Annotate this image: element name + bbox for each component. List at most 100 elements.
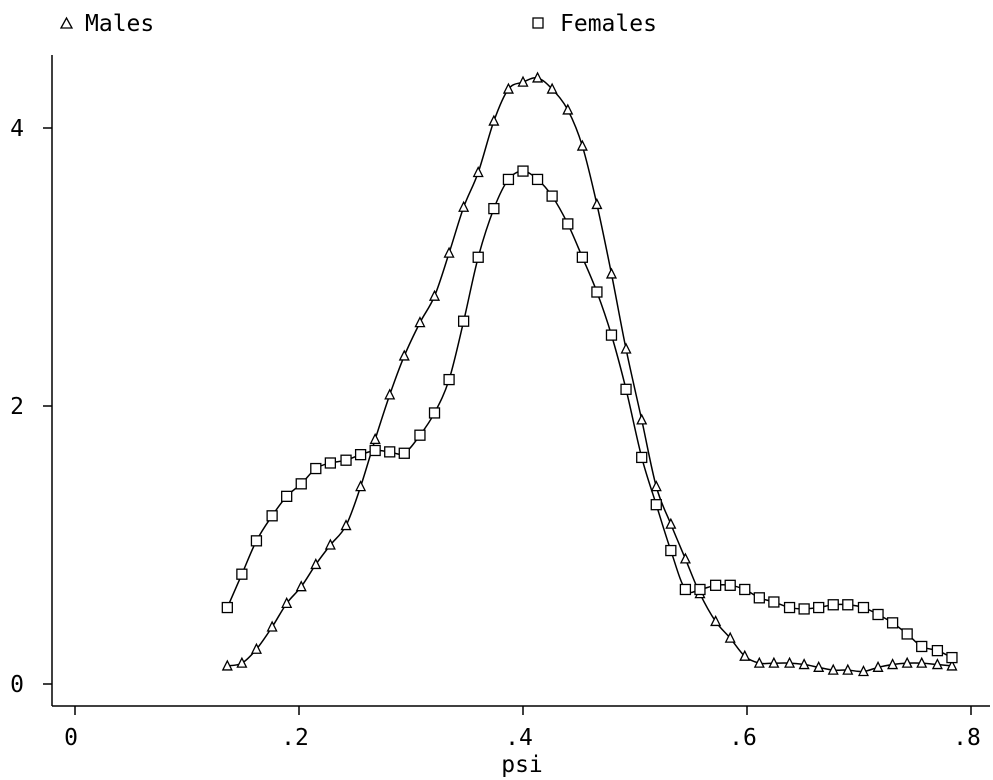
point-females-23: [562, 218, 574, 230]
point-females-15: [443, 373, 455, 386]
point-females-45: [886, 617, 899, 629]
point-males-41: [827, 663, 839, 675]
point-females-47: [916, 640, 928, 653]
y-tick-label-0: 0: [10, 672, 24, 698]
point-females-18: [488, 202, 500, 215]
point-females-38: [783, 601, 796, 614]
point-females-27: [620, 383, 632, 395]
point-males-25: [591, 197, 603, 210]
point-males-0: [221, 659, 233, 671]
point-males-31: [679, 552, 691, 564]
point-females-40: [813, 601, 825, 614]
point-females-33: [709, 579, 722, 591]
x-tick-label-4: .8: [953, 725, 981, 751]
point-females-26: [605, 329, 618, 341]
point-males-28: [636, 413, 648, 425]
point-females-30: [665, 544, 677, 557]
point-males-43: [857, 665, 870, 677]
point-males-1: [236, 656, 248, 668]
point-males-44: [872, 660, 884, 672]
point-females-49: [946, 651, 958, 664]
point-females-8: [340, 454, 352, 466]
point-males-33: [710, 614, 722, 627]
point-males-42: [842, 663, 854, 675]
series-females: [221, 165, 958, 664]
point-females-12: [398, 447, 410, 459]
point-females-39: [798, 603, 810, 615]
legend-triangle-marker: [59, 16, 74, 29]
point-females-13: [414, 429, 426, 441]
point-males-22: [546, 82, 558, 94]
point-males-46: [901, 656, 913, 668]
point-females-14: [428, 407, 441, 419]
point-females-4: [281, 490, 293, 503]
series-layer: [221, 71, 958, 677]
point-females-3: [266, 510, 278, 522]
x-tick-label-1: .2: [281, 725, 309, 751]
point-females-42: [842, 599, 854, 611]
point-males-11: [384, 388, 396, 400]
point-females-9: [354, 448, 367, 461]
point-males-21: [532, 71, 544, 83]
point-males-23: [562, 103, 574, 115]
point-males-3: [266, 620, 278, 632]
legend: Males Females: [59, 11, 657, 37]
series-males: [221, 71, 958, 677]
point-males-17: [472, 166, 484, 178]
point-males-4: [281, 596, 293, 609]
point-males-20: [517, 75, 529, 87]
point-males-6: [310, 558, 322, 570]
point-females-31: [679, 583, 692, 596]
point-males-30: [665, 517, 677, 529]
point-males-45: [887, 658, 899, 670]
point-females-6: [310, 462, 322, 475]
point-males-37: [768, 656, 780, 668]
point-females-28: [636, 451, 648, 464]
point-males-18: [488, 114, 500, 126]
point-males-12: [398, 349, 410, 361]
point-males-13: [414, 316, 426, 328]
point-males-34: [724, 631, 736, 643]
legend-label-females: Females: [560, 11, 657, 37]
point-males-24: [576, 139, 588, 151]
point-females-22: [546, 190, 558, 202]
point-females-35: [739, 583, 751, 596]
x-tick-label-0: 0: [64, 725, 78, 751]
series-line-females: [226, 170, 953, 659]
point-females-37: [768, 596, 780, 608]
point-females-34: [724, 579, 736, 591]
y-tick-label-2: 4: [10, 116, 24, 142]
legend-label-males: Males: [85, 11, 154, 37]
point-males-26: [605, 267, 618, 279]
y-tick-label-1: 2: [10, 394, 24, 420]
point-males-2: [250, 642, 262, 654]
point-males-48: [931, 658, 943, 670]
point-males-8: [340, 519, 352, 531]
point-males-19: [502, 82, 514, 94]
point-females-48: [931, 644, 944, 657]
point-females-44: [872, 608, 884, 621]
x-tick-label-2: .4: [505, 725, 533, 751]
point-males-38: [784, 656, 796, 668]
point-females-41: [827, 599, 839, 611]
y-axis-ticks: 0 2 4: [10, 116, 52, 698]
point-females-46: [901, 628, 913, 640]
point-females-21: [531, 173, 544, 186]
point-males-9: [355, 480, 367, 492]
point-females-1: [236, 568, 248, 580]
point-females-43: [857, 601, 870, 614]
point-females-19: [502, 173, 515, 186]
series-line-males: [227, 76, 953, 673]
point-females-25: [591, 286, 603, 298]
point-males-40: [813, 660, 825, 672]
point-males-36: [753, 656, 765, 668]
point-males-15: [443, 246, 455, 258]
point-females-16: [457, 315, 470, 327]
point-males-7: [324, 538, 336, 550]
point-males-49: [946, 659, 958, 671]
legend-square-marker: [532, 17, 544, 29]
point-males-47: [916, 656, 928, 668]
x-axis-label: psi: [501, 752, 543, 778]
point-females-10: [369, 444, 381, 457]
